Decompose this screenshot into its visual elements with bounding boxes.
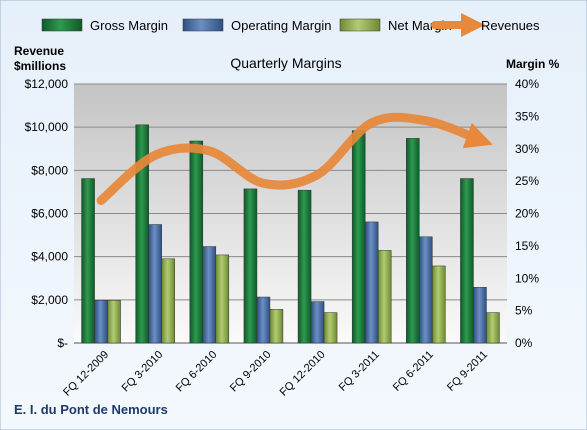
bar-net-margin (107, 300, 121, 344)
right-tick-label: 35% (515, 109, 539, 123)
left-axis-ticks: $- $2,000 $4,000 $6,000 $8,000 $10,000 $12,000 (25, 77, 69, 350)
bar-net-margin (215, 254, 230, 344)
bar-net-margin (269, 309, 284, 344)
right-tick-label: 40% (515, 77, 539, 91)
left-tick-label: $12,000 (25, 77, 69, 91)
bar-operating-margin (473, 287, 487, 344)
right-axis-title: Margin % (506, 57, 560, 71)
bar-gross-margin (189, 140, 204, 344)
left-axis-title-line2: $millions (14, 59, 66, 73)
bar-net-margin (161, 258, 175, 344)
bar-gross-margin (81, 178, 95, 344)
bar-operating-margin (364, 221, 379, 344)
bar-operating-margin (202, 246, 217, 344)
right-tick-label: 20% (515, 207, 539, 221)
bar-gross-margin (406, 138, 420, 344)
bar-gross-margin (243, 188, 258, 344)
bar-gross-margin (460, 178, 474, 344)
right-tick-label: 15% (515, 239, 539, 253)
legend-swatch (41, 18, 83, 32)
bar-operating-margin (148, 224, 162, 344)
left-tick-label: $8,000 (31, 163, 68, 177)
bar-gross-margin (297, 189, 312, 344)
left-tick-label: $2,000 (31, 293, 68, 307)
bar-operating-margin (256, 296, 271, 344)
bar-net-margin (377, 250, 392, 344)
left-tick-label: $6,000 (31, 207, 68, 221)
chart-title: Quarterly Margins (230, 55, 341, 71)
right-tick-label: 10% (515, 271, 539, 285)
legend-swatch (182, 18, 224, 32)
right-tick-label: 5% (515, 304, 533, 318)
legend-swatch (339, 18, 381, 32)
legend-label: Gross Margin (90, 18, 168, 33)
right-tick-label: 0% (515, 336, 533, 350)
bar-net-margin (486, 312, 500, 344)
bar-net-margin (432, 265, 446, 344)
company-name: E. I. du Pont de Nemours (14, 402, 168, 417)
bars (81, 124, 500, 344)
revenue-line-path (96, 112, 493, 206)
legend: Gross Margin Operating Margin Net Margin Re… (41, 13, 540, 37)
bar-operating-margin (419, 236, 433, 344)
bar-operating-margin (94, 300, 108, 344)
legend-label: Operating Margin (231, 18, 331, 33)
right-tick-label: 25% (515, 174, 539, 188)
left-tick-label: $- (57, 336, 68, 350)
revenue-line (96, 112, 493, 206)
left-tick-label: $10,000 (25, 120, 69, 134)
left-tick-label: $4,000 (31, 250, 68, 264)
bar-gross-margin (351, 130, 366, 344)
right-axis-ticks: 0% 5% 10% 15% 20% 25% 30% 35% 40% (515, 77, 539, 350)
bar-net-margin (323, 312, 338, 344)
right-tick-label: 30% (515, 142, 539, 156)
left-axis-title-line1: Revenue (14, 44, 64, 58)
bar-operating-margin (310, 301, 325, 344)
legend-label: Revenues (481, 18, 540, 33)
